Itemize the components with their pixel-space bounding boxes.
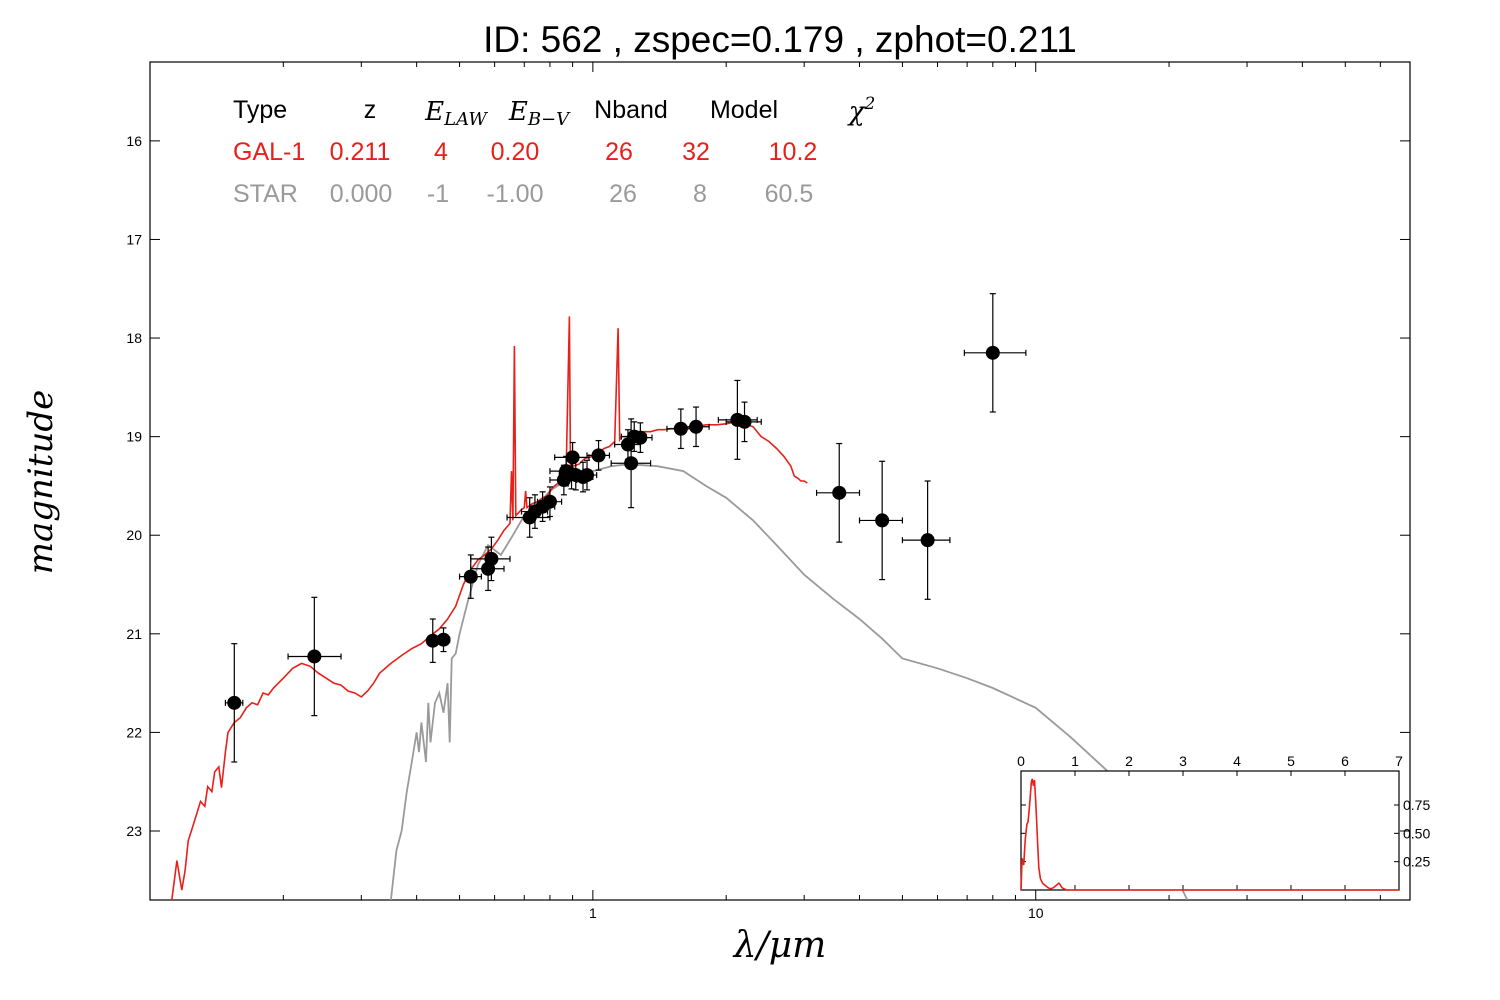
plot-area [171,293,1189,900]
header-chi2: χ2 [847,94,876,127]
inset-y-tick-label: 0.50 [1403,825,1430,841]
data-marker [832,485,847,500]
inset-y-tick-label: 0.25 [1403,854,1430,870]
data-marker [463,569,478,584]
y-tick-label: 19 [126,429,142,445]
data-marker [565,450,580,465]
data-marker [875,513,890,528]
header-type: Type [233,96,287,124]
row-gal: GAL-1 0.211 4 0.20 26 32 10.2 [233,138,817,166]
y-axis-label: magnitude [21,390,61,575]
data-point [586,439,611,471]
y-tick-label: 23 [126,823,142,839]
data-point [717,379,758,460]
header-z: z [364,96,377,124]
data-marker [673,421,688,436]
data-point [224,643,244,763]
gal-z: 0.211 [330,138,391,166]
data-marker [689,419,704,434]
inset-x-tick-label: 2 [1125,753,1133,769]
header-elaw: ELAW [424,97,488,130]
inset-x-tick-label: 0 [1017,753,1025,769]
y-tick-label: 16 [126,133,142,149]
data-marker [542,494,557,509]
x-axis: 1 10 [149,62,1411,921]
inset-y-axis: 0.25 0.50 0.75 [1021,797,1430,870]
plot-frame [149,61,1411,901]
inset-frame [1020,770,1400,891]
chart-title: ID: 562 , zspec=0.179 , zphot=0.211 [483,19,1077,60]
zphot-pdf-inset: 0 1 2 3 4 5 6 7 0.25 0.50 0.75 [1017,753,1430,891]
star-elaw: -1 [427,180,449,208]
star-type: STAR [233,180,298,208]
y-tick-label: 17 [126,231,142,247]
gal-type: GAL-1 [233,138,305,166]
data-point [963,293,1027,413]
y-tick-label: 21 [126,626,142,642]
data-point [576,459,598,491]
row-star: STAR 0.000 -1 -1.00 26 8 60.5 [233,180,813,208]
data-point [536,486,563,518]
y-tick-label: 20 [126,527,142,543]
fit-summary-table: Type z ELAW EB−V Nband Model χ2 GAL-1 0.… [233,94,875,208]
inset-x-tick-label: 1 [1071,753,1079,769]
header-model: Model [710,96,778,124]
table-header: Type z ELAW EB−V Nband Model χ2 [233,94,875,130]
gal-nband: 26 [605,138,633,166]
data-marker [920,533,935,548]
data-point [436,627,451,653]
y-tick-label: 18 [126,330,142,346]
galaxy-sed-line [171,316,808,900]
inset-x-tick-label: 6 [1341,753,1349,769]
y-tick-label: 22 [126,724,142,740]
data-point [901,480,951,600]
inset-y-tick-label: 0.75 [1403,797,1430,813]
data-marker [633,430,648,445]
data-point [815,442,861,543]
star-z: 0.000 [330,180,393,208]
x-tick-label: 10 [1028,905,1044,921]
data-marker [484,551,499,566]
inset-pdf-line [1020,778,1399,891]
star-ebv: -1.00 [487,180,544,208]
gal-ebv: 0.20 [491,138,540,166]
inset-x-tick-label: 5 [1287,753,1295,769]
star-chi2: 60.5 [765,180,814,208]
header-ebv: EB−V [508,97,571,130]
data-point [470,536,511,582]
star-model: 8 [693,180,707,208]
data-point [627,422,653,454]
data-point [287,596,342,717]
data-point [725,401,762,443]
gal-model: 32 [682,138,710,166]
data-point [682,406,710,448]
data-point [425,618,440,664]
gal-elaw: 4 [434,138,448,166]
data-marker [985,345,1000,360]
data-point [666,408,696,450]
inset-x-tick-label: 3 [1179,753,1187,769]
data-marker [227,695,242,710]
header-nband: Nband [594,96,668,124]
data-marker [737,414,752,429]
photometry-points [224,293,1027,763]
data-marker [624,456,639,471]
star-nband: 26 [609,180,637,208]
data-marker [580,468,595,483]
inset-x-tick-label: 4 [1233,753,1241,769]
x-axis-label: λ/μm [732,925,826,966]
data-marker [436,632,451,647]
data-marker [307,649,322,664]
x-tick-label: 1 [589,905,597,921]
data-point [458,554,482,599]
inset-x-tick-label: 7 [1395,753,1403,769]
data-marker [425,633,440,648]
data-point [858,460,904,581]
gal-chi2: 10.2 [769,138,818,166]
data-marker [591,448,606,463]
